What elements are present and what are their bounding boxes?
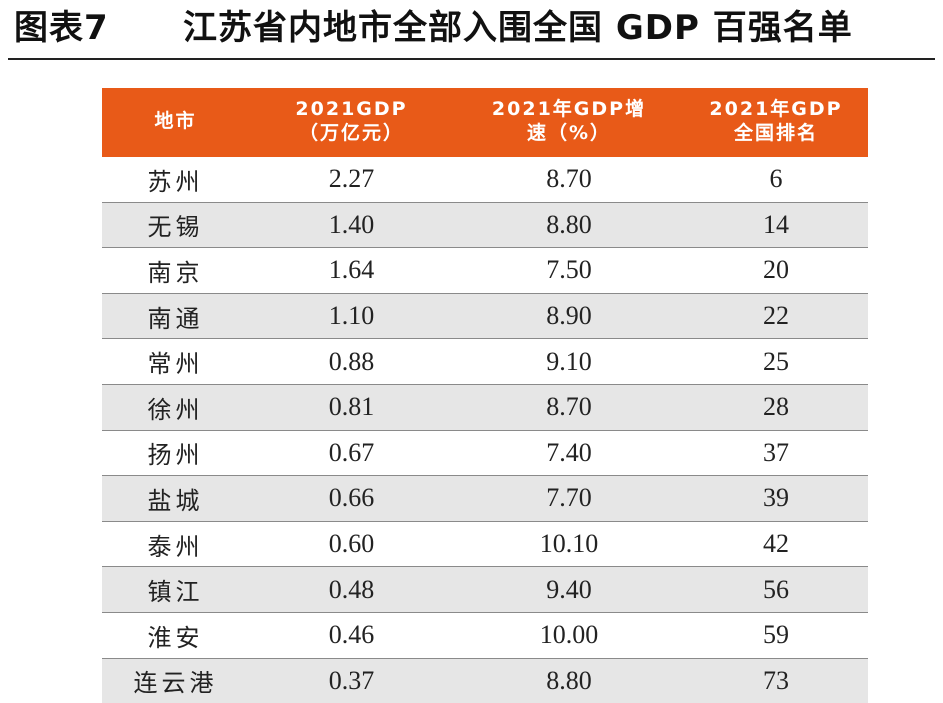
gdp-cell: 0.81 bbox=[249, 384, 454, 430]
table-row: 南京 1.64 7.50 20 bbox=[102, 248, 868, 294]
header-growth-line-1: 2021年GDP增 bbox=[492, 98, 646, 120]
table-body: 苏州 2.27 8.70 6 无锡 1.40 8.80 14 南京 1.64 7… bbox=[102, 156, 868, 703]
header-gdp-line-1: 2021GDP bbox=[295, 98, 407, 120]
gdp-cell: 0.37 bbox=[249, 658, 454, 703]
table-row: 徐州 0.81 8.70 28 bbox=[102, 384, 868, 430]
header-rank: 2021年GDP 全国排名 bbox=[684, 88, 868, 156]
gdp-cell: 0.48 bbox=[249, 567, 454, 613]
table-row: 南通 1.10 8.90 22 bbox=[102, 293, 868, 339]
header-gdp: 2021GDP （万亿元） bbox=[249, 88, 454, 156]
table-row: 淮安 0.46 10.00 59 bbox=[102, 612, 868, 658]
growth-cell: 10.00 bbox=[454, 612, 684, 658]
rank-cell: 37 bbox=[684, 430, 868, 476]
figure-title-bar: 图表7 江苏省内地市全部入围全国 GDP 百强名单 bbox=[0, 0, 943, 58]
rank-cell: 42 bbox=[684, 521, 868, 567]
header-row: 地市 2021GDP （万亿元） 2021年GDP增 速（%） 2021年GDP… bbox=[102, 88, 868, 156]
header-gdp-line-2: （万亿元） bbox=[299, 122, 404, 144]
city-cell: 南通 bbox=[102, 293, 249, 339]
gdp-cell: 0.46 bbox=[249, 612, 454, 658]
table-row: 扬州 0.67 7.40 37 bbox=[102, 430, 868, 476]
city-cell: 连云港 bbox=[102, 658, 249, 703]
table-row: 泰州 0.60 10.10 42 bbox=[102, 521, 868, 567]
rank-cell: 22 bbox=[684, 293, 868, 339]
growth-cell: 7.50 bbox=[454, 248, 684, 294]
rank-cell: 56 bbox=[684, 567, 868, 613]
table-row: 镇江 0.48 9.40 56 bbox=[102, 567, 868, 613]
gdp-cell: 0.60 bbox=[249, 521, 454, 567]
figure-label: 图表7 bbox=[14, 8, 109, 48]
city-cell: 徐州 bbox=[102, 384, 249, 430]
city-cell: 南京 bbox=[102, 248, 249, 294]
rank-cell: 14 bbox=[684, 202, 868, 248]
rank-cell: 20 bbox=[684, 248, 868, 294]
table-header: 地市 2021GDP （万亿元） 2021年GDP增 速（%） 2021年GDP… bbox=[102, 88, 868, 156]
header-growth: 2021年GDP增 速（%） bbox=[454, 88, 684, 156]
header-city-line-1: 地市 bbox=[154, 110, 196, 132]
city-cell: 淮安 bbox=[102, 612, 249, 658]
city-cell: 泰州 bbox=[102, 521, 249, 567]
table-row: 连云港 0.37 8.80 73 bbox=[102, 658, 868, 703]
header-rank-line-2: 全国排名 bbox=[734, 122, 818, 144]
gdp-cell: 2.27 bbox=[249, 156, 454, 203]
figure-title: 江苏省内地市全部入围全国 GDP 百强名单 bbox=[183, 8, 853, 48]
rank-cell: 59 bbox=[684, 612, 868, 658]
gdp-cell: 0.66 bbox=[249, 476, 454, 522]
growth-cell: 9.40 bbox=[454, 567, 684, 613]
rank-cell: 28 bbox=[684, 384, 868, 430]
city-cell: 常州 bbox=[102, 339, 249, 385]
growth-cell: 9.10 bbox=[454, 339, 684, 385]
city-cell: 苏州 bbox=[102, 156, 249, 203]
header-city: 地市 bbox=[102, 88, 249, 156]
gdp-table-container: 地市 2021GDP （万亿元） 2021年GDP增 速（%） 2021年GDP… bbox=[102, 88, 868, 703]
city-cell: 镇江 bbox=[102, 567, 249, 613]
growth-cell: 8.80 bbox=[454, 202, 684, 248]
header-rank-line-1: 2021年GDP bbox=[709, 98, 842, 120]
growth-cell: 10.10 bbox=[454, 521, 684, 567]
rank-cell: 25 bbox=[684, 339, 868, 385]
rank-cell: 6 bbox=[684, 156, 868, 203]
gdp-table: 地市 2021GDP （万亿元） 2021年GDP增 速（%） 2021年GDP… bbox=[102, 88, 868, 703]
growth-cell: 8.70 bbox=[454, 156, 684, 203]
gdp-cell: 0.67 bbox=[249, 430, 454, 476]
growth-cell: 7.70 bbox=[454, 476, 684, 522]
growth-cell: 7.40 bbox=[454, 430, 684, 476]
city-cell: 扬州 bbox=[102, 430, 249, 476]
growth-cell: 8.70 bbox=[454, 384, 684, 430]
title-divider bbox=[8, 58, 935, 60]
gdp-cell: 1.64 bbox=[249, 248, 454, 294]
city-cell: 无锡 bbox=[102, 202, 249, 248]
rank-cell: 73 bbox=[684, 658, 868, 703]
table-row: 苏州 2.27 8.70 6 bbox=[102, 156, 868, 203]
city-cell: 盐城 bbox=[102, 476, 249, 522]
gdp-cell: 0.88 bbox=[249, 339, 454, 385]
rank-cell: 39 bbox=[684, 476, 868, 522]
gdp-cell: 1.10 bbox=[249, 293, 454, 339]
table-row: 无锡 1.40 8.80 14 bbox=[102, 202, 868, 248]
table-row: 盐城 0.66 7.70 39 bbox=[102, 476, 868, 522]
header-growth-line-2: 速（%） bbox=[527, 122, 611, 144]
growth-cell: 8.80 bbox=[454, 658, 684, 703]
gdp-cell: 1.40 bbox=[249, 202, 454, 248]
table-row: 常州 0.88 9.10 25 bbox=[102, 339, 868, 385]
growth-cell: 8.90 bbox=[454, 293, 684, 339]
